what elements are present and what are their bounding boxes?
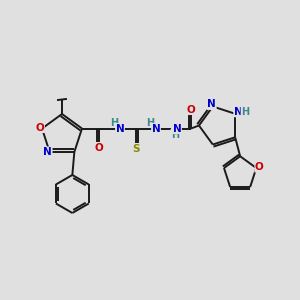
- Text: O: O: [187, 104, 195, 115]
- Text: N: N: [207, 100, 216, 110]
- Text: N: N: [43, 147, 52, 157]
- Text: H: H: [110, 118, 118, 128]
- Text: O: O: [94, 142, 103, 152]
- Text: S: S: [132, 143, 140, 154]
- Text: H: H: [146, 118, 154, 128]
- Text: H: H: [241, 107, 249, 117]
- Text: N: N: [172, 124, 181, 134]
- Text: N: N: [116, 124, 124, 134]
- Text: N: N: [152, 124, 160, 134]
- Text: O: O: [255, 162, 264, 172]
- Text: O: O: [36, 122, 44, 133]
- Text: H: H: [171, 130, 179, 140]
- Text: N: N: [234, 107, 242, 117]
